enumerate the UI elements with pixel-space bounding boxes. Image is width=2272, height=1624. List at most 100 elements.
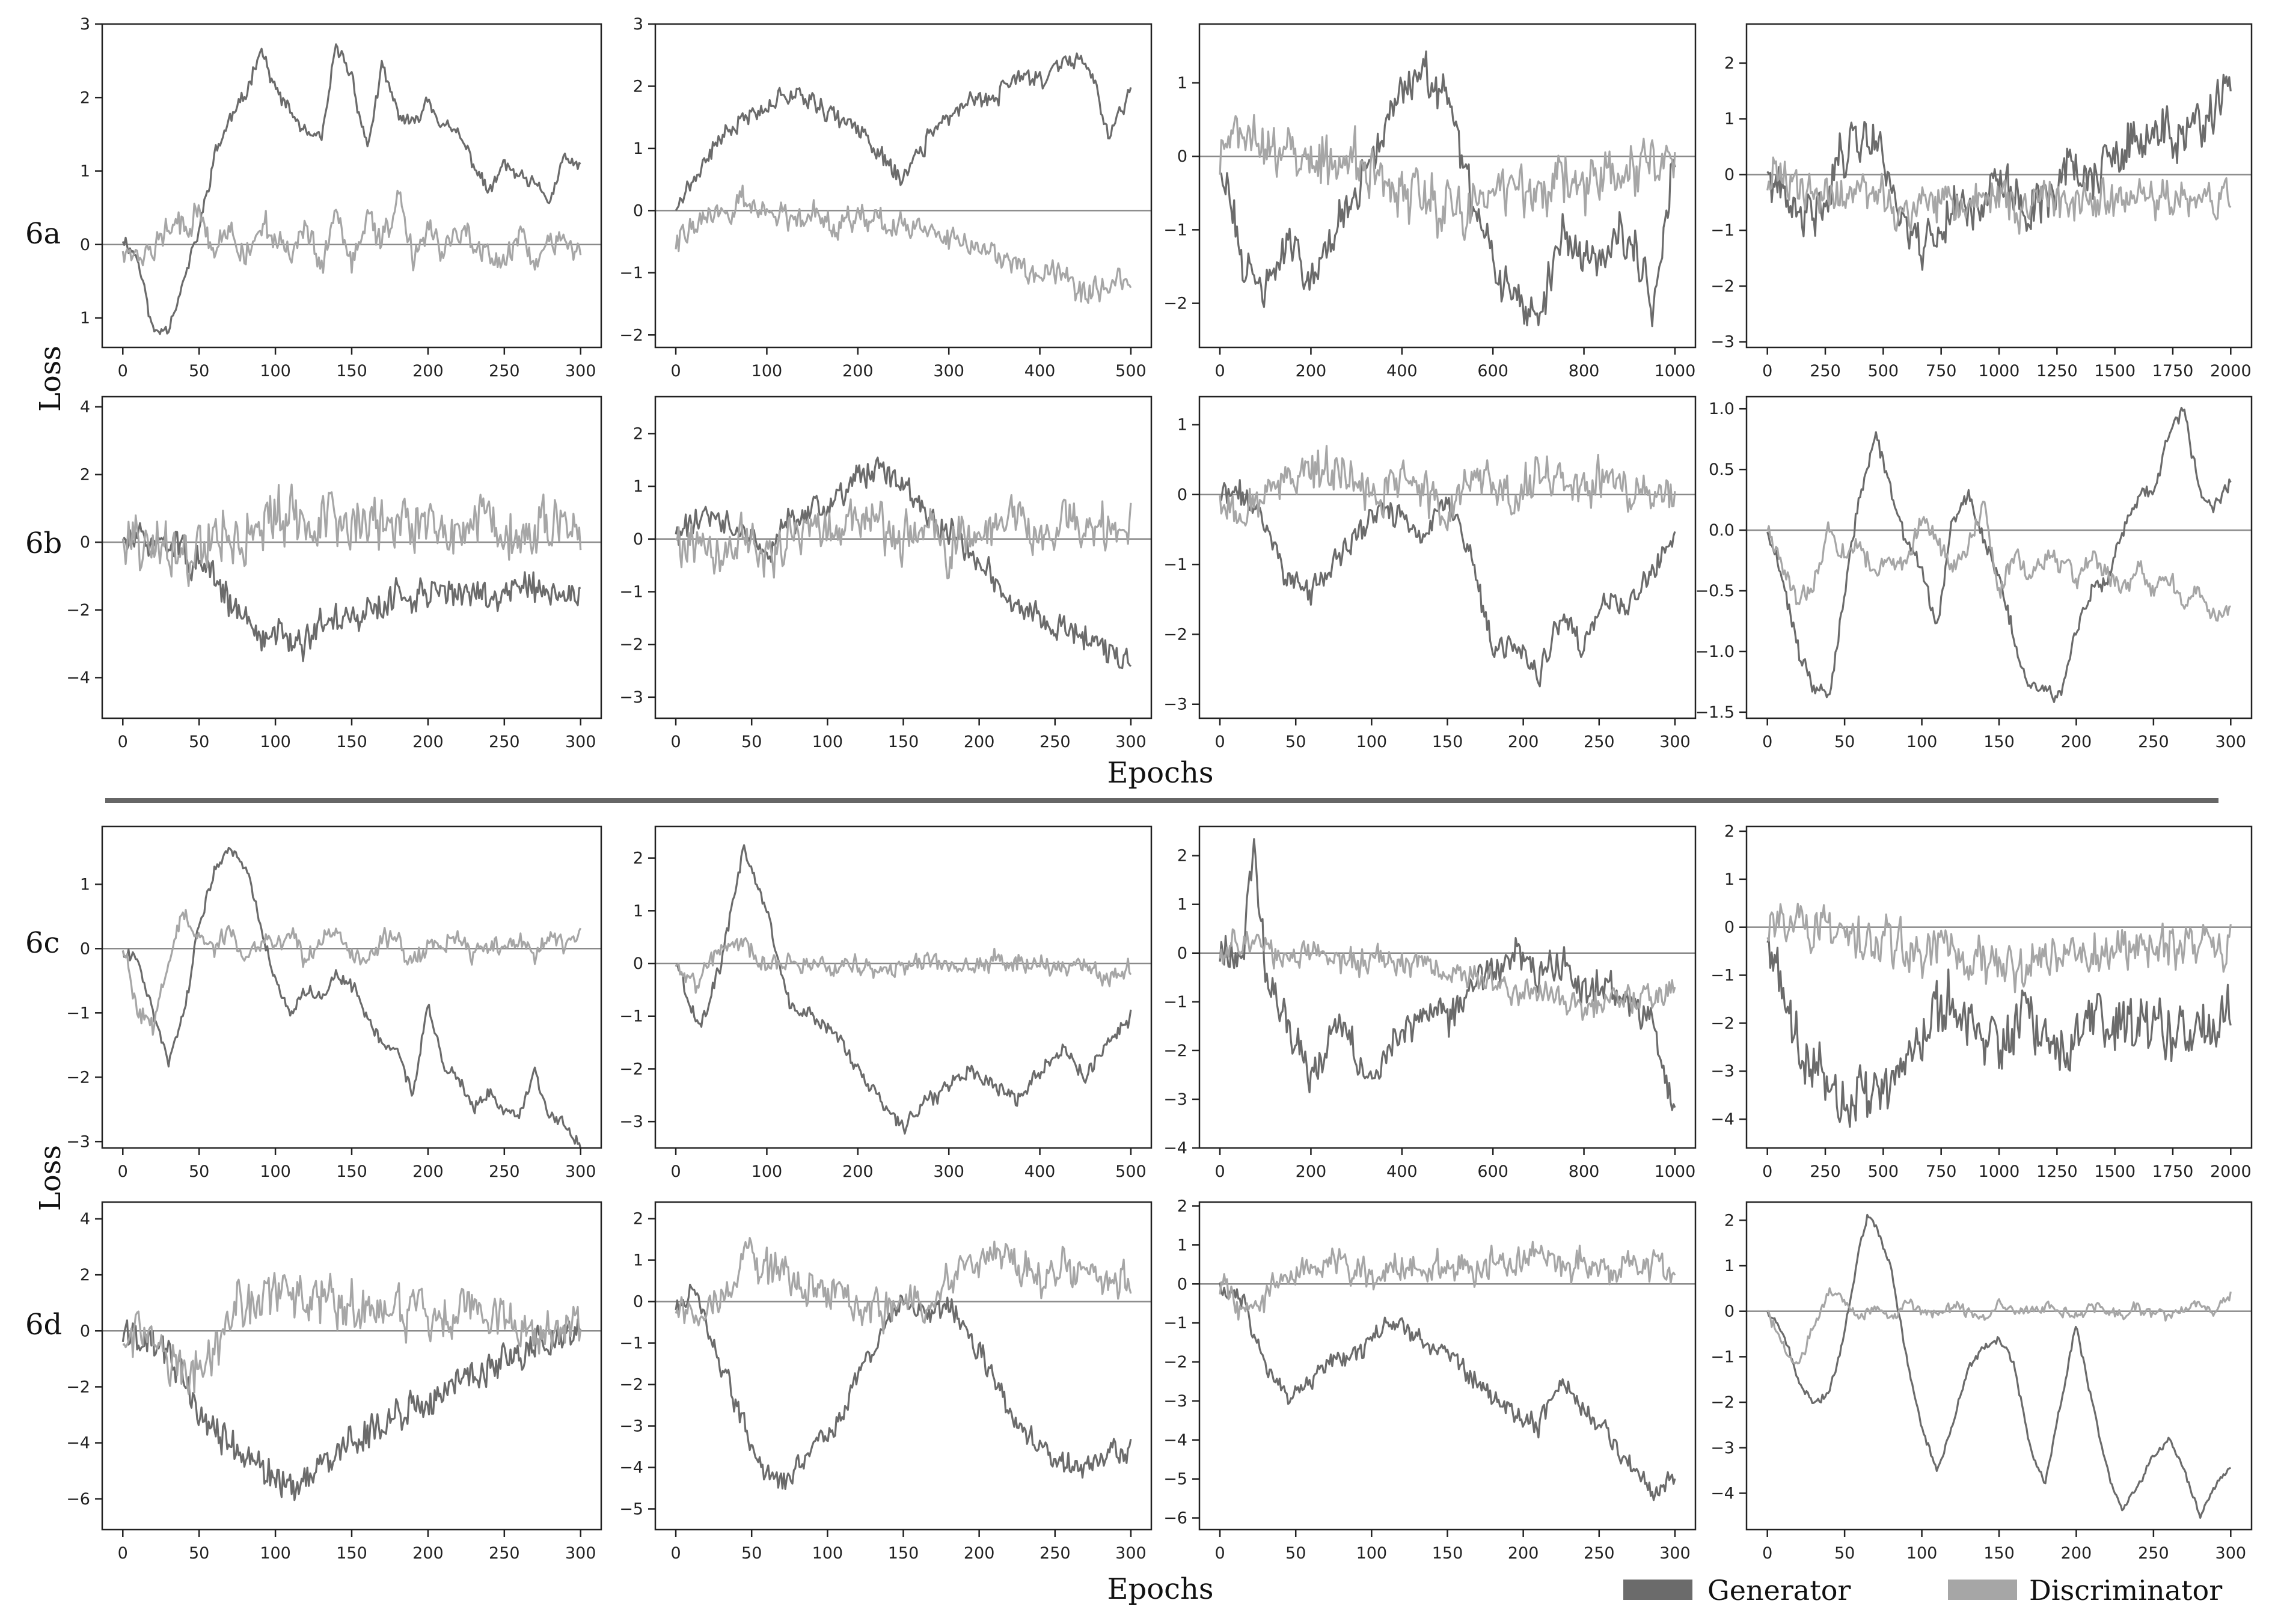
- x-tick-label: 100: [752, 362, 783, 380]
- panel-6d-4: 0 50 100 150 200 250 300 −4 −3 −2 −1 0 1 2: [1710, 1201, 2253, 1563]
- x-tick-label: 300: [1659, 1544, 1691, 1563]
- x-tick-label: 500: [1868, 362, 1899, 380]
- x-tick-label: 400: [1024, 362, 1056, 380]
- x-tick-label: 2000: [2210, 362, 2252, 380]
- series-discriminator-line: [1219, 114, 1676, 241]
- x-tick-label: 100: [752, 1162, 783, 1181]
- y-tick-label: −1: [619, 1007, 643, 1026]
- x-tick-label: 100: [1356, 1544, 1388, 1563]
- y-tick-label: −4: [66, 1434, 90, 1453]
- y-tick-label: −1.0: [1695, 643, 1735, 661]
- y-tick-label: 0: [1724, 918, 1735, 937]
- x-tick-label: 200: [1508, 1544, 1539, 1563]
- y-tick-label: −1: [1163, 1314, 1187, 1332]
- x-tick-label: 200: [1508, 733, 1539, 751]
- y-tick-label: −3: [66, 1132, 90, 1151]
- y-tick-label: −2: [66, 1378, 90, 1396]
- series-discriminator-line: [675, 493, 1132, 579]
- series-generator-line: [1766, 1213, 2231, 1519]
- x-tick-label: 300: [2215, 733, 2247, 751]
- y-tick-label: 2: [80, 1266, 90, 1284]
- series-discriminator-line: [1219, 445, 1676, 531]
- x-tick-label: 150: [888, 733, 919, 751]
- x-tick-label: 250: [1040, 1544, 1071, 1563]
- y-tick-label: 1: [633, 1251, 643, 1270]
- y-tick-label: 0: [80, 236, 90, 254]
- y-tick-label: 0: [80, 1322, 90, 1340]
- y-tick-label: 1: [1177, 416, 1187, 435]
- x-tick-label: 0: [118, 362, 128, 380]
- x-tick-label: 750: [1926, 1162, 1957, 1181]
- x-tick-label: 100: [1906, 733, 1938, 751]
- panel-6b-3: 0 50 100 150 200 250 300 −3 −2 −1 0 1: [1163, 395, 1697, 751]
- y-tick-label: −3: [1710, 333, 1735, 352]
- panel-6b-1: 0 50 100 150 200 250 300 −4 −2 0 2 4: [66, 395, 602, 751]
- series-generator-line: [121, 846, 582, 1148]
- x-tick-label: 0: [670, 362, 681, 380]
- x-tick-label: 300: [2215, 1544, 2247, 1563]
- y-tick-label: 0: [1177, 1275, 1187, 1293]
- x-tick-label: 50: [741, 1544, 762, 1563]
- series-generator-line: [1219, 1282, 1676, 1501]
- x-tick-label: 1000: [1979, 362, 2020, 380]
- x-tick-label: 0: [1214, 362, 1225, 380]
- y-tick-label: −1: [66, 1004, 90, 1022]
- x-tick-label: 150: [1983, 1544, 2015, 1563]
- x-tick-label: 400: [1024, 1162, 1056, 1181]
- panel-6a-1: 0 50 100 150 200 250 300 1 0 1 2 3: [80, 15, 602, 380]
- panel-6c-2: 0 100 200 300 400 500 −3 −2 −1 0 1 2: [619, 825, 1153, 1181]
- x-tick-label: 200: [412, 1162, 444, 1181]
- x-tick-label: 0: [670, 733, 681, 751]
- panel-6a-3: 0 200 400 600 800 1000 −2 −1 0 1: [1163, 23, 1697, 380]
- series-discriminator-line: [121, 189, 582, 274]
- x-tick-label: 800: [1569, 362, 1600, 380]
- y-tick-label: 0.0: [1709, 521, 1735, 540]
- y-tick-label: −1: [1710, 1348, 1735, 1366]
- x-tick-label: 300: [1115, 733, 1147, 751]
- x-tick-label: 100: [260, 1544, 291, 1563]
- y-tick-label: −2: [619, 1376, 643, 1394]
- panel-6d-1: 0 50 100 150 200 250 300 −6 −4 −2 0 2 4: [66, 1201, 602, 1563]
- x-tick-label: 250: [1810, 362, 1841, 380]
- x-tick-label: 150: [1432, 1544, 1463, 1563]
- y-axis-label-top: Loss: [34, 346, 67, 412]
- x-tick-label: 1500: [2094, 1162, 2136, 1181]
- series-discriminator-line: [1766, 902, 2232, 994]
- y-tick-label: −1: [1710, 966, 1735, 985]
- y-tick-label: −3: [619, 1417, 643, 1436]
- x-tick-label: 50: [1285, 1544, 1306, 1563]
- x-tick-label: 200: [842, 362, 874, 380]
- y-tick-label: 0: [1724, 165, 1735, 184]
- y-tick-label: −1.5: [1695, 703, 1735, 722]
- x-tick-label: 200: [1296, 362, 1327, 380]
- x-tick-label: 300: [1659, 733, 1691, 751]
- x-tick-label: 50: [741, 733, 762, 751]
- series-discriminator-line: [121, 483, 582, 587]
- series-discriminator-line: [675, 1237, 1132, 1335]
- series-discriminator-line: [1766, 500, 2231, 622]
- y-tick-label: −1: [619, 583, 643, 602]
- y-tick-label: 2: [633, 849, 643, 868]
- x-tick-label: 150: [336, 1544, 367, 1563]
- x-tick-label: 750: [1926, 362, 1957, 380]
- y-tick-label: −4: [1710, 1484, 1735, 1503]
- x-tick-label: 0: [1214, 1544, 1225, 1563]
- x-tick-label: 200: [2061, 733, 2092, 751]
- y-tick-label: 0: [633, 201, 643, 220]
- row-label-6d: 6d: [25, 1308, 62, 1342]
- x-tick-label: 0: [1762, 1162, 1772, 1181]
- x-tick-label: 250: [489, 733, 520, 751]
- y-tick-label: 0: [633, 1293, 643, 1311]
- x-tick-label: 250: [1810, 1162, 1841, 1181]
- y-tick-label: 1: [1177, 896, 1187, 914]
- x-tick-label: 300: [933, 1162, 964, 1181]
- x-tick-label: 400: [1386, 362, 1418, 380]
- legend-discriminator-label: Discriminator: [2029, 1574, 2222, 1607]
- y-tick-label: −2: [66, 1068, 90, 1087]
- x-tick-label: 0: [1214, 733, 1225, 751]
- y-tick-label: −2: [1710, 1014, 1735, 1033]
- x-tick-label: 50: [189, 733, 209, 751]
- row-label-6c: 6c: [25, 926, 60, 960]
- y-tick-label: 1: [1724, 870, 1735, 889]
- x-tick-label: 150: [1432, 733, 1463, 751]
